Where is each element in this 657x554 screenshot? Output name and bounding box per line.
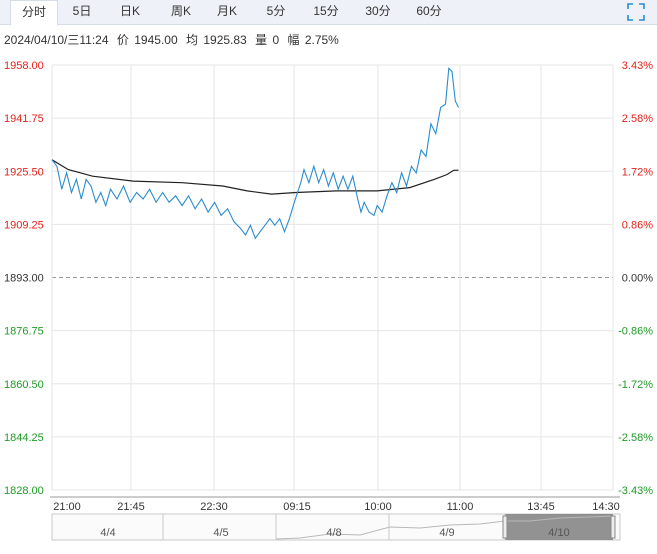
quote-avg-label: 均 (185, 33, 198, 47)
x-tick-label: 10:00 (364, 501, 392, 513)
y-tick-label: 1860.50 (4, 379, 44, 391)
pct-tick-label: -1.72% (618, 379, 653, 391)
quote-volume: 0 (272, 33, 280, 47)
tab-5[interactable]: 5分 (266, 4, 286, 18)
avg-price-line (51, 159, 459, 195)
quote-price: 1945.00 (134, 33, 178, 47)
tab-2[interactable]: 日K (119, 4, 140, 18)
x-tick-label: 22:30 (200, 501, 228, 513)
y-tick-label: 1828.00 (4, 485, 44, 497)
y-tick-label: 1925.50 (4, 166, 44, 178)
quote-change-label: 幅 (287, 33, 300, 47)
quote-avg: 1925.83 (203, 33, 247, 47)
tab-8[interactable]: 60分 (416, 4, 442, 18)
y-tick-label: 1844.25 (4, 432, 44, 444)
y-tick-label: 1941.75 (4, 113, 44, 125)
pct-tick-label: 1.72% (622, 166, 653, 178)
pct-tick-label: 0.00% (622, 273, 653, 285)
navigator-handle-left[interactable] (502, 515, 508, 539)
navigator-date-label: 4/5 (213, 527, 228, 539)
tab-0[interactable]: 分时 (10, 0, 58, 26)
navigator-handle-right[interactable] (610, 515, 616, 539)
x-tick-label: 11:00 (447, 501, 474, 513)
pct-tick-label: 2.58% (622, 113, 653, 125)
pct-tick-label: -0.86% (618, 326, 653, 338)
quote-datetime: 2024/04/10/三11:24 (4, 33, 109, 47)
quote-bar: 2024/04/10/三11:24 价 1945.00 均 1925.83 量 … (4, 31, 344, 48)
pct-tick-label: -3.43% (618, 485, 653, 497)
tab-7[interactable]: 30分 (365, 4, 391, 18)
x-tick-label: 09:15 (283, 501, 311, 513)
navigator-date-label: 4/8 (326, 527, 341, 539)
tab-1[interactable]: 5日 (72, 4, 92, 18)
y-tick-label: 1876.75 (4, 326, 44, 338)
quote-price-label: 价 (116, 33, 129, 47)
quote-volume-label: 量 (255, 33, 268, 47)
fullscreen-icon[interactable] (627, 3, 645, 21)
quote-change: 2.75% (304, 33, 339, 47)
pct-tick-label: -2.58% (618, 432, 653, 444)
x-tick-label: 14:30 (592, 501, 620, 513)
x-tick-label: 13:45 (527, 501, 555, 513)
tab-6[interactable]: 15分 (313, 4, 339, 18)
tab-4[interactable]: 月K (216, 4, 237, 18)
period-tab-bar: 分时 5日 日K 周K 月K 5分 15分 30分 60分 (0, 0, 657, 26)
pct-tick-label: 0.86% (622, 219, 653, 231)
x-tick-label: 21:45 (117, 501, 145, 513)
navigator-date-label: 4/4 (100, 527, 115, 539)
x-tick-label: 21:00 (53, 501, 81, 513)
tab-3[interactable]: 周K (170, 4, 191, 18)
pct-tick-label: 3.43% (622, 60, 653, 72)
navigator-date-label: 4/9 (439, 527, 454, 539)
y-tick-label: 1909.25 (4, 219, 44, 231)
navigator-mini-line (275, 515, 613, 540)
y-tick-label: 1958.00 (4, 60, 44, 72)
navigator-date-label: 4/10 (548, 527, 569, 539)
y-tick-label: 1893.00 (4, 273, 44, 285)
price-line (51, 67, 459, 240)
